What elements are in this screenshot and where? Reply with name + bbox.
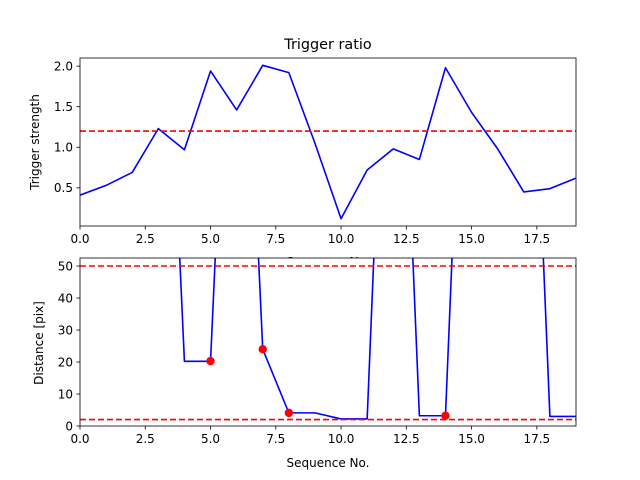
data-point-marker (284, 408, 294, 418)
x-tick-label: 17.5 (523, 232, 550, 246)
series-line (80, 64, 576, 220)
y-tick-label: 30 (58, 323, 73, 337)
chart-trigger-ratio: Trigger ratio Trigger strength Sequence … (28, 37, 577, 269)
x-tick-label: 2.5 (136, 432, 155, 446)
axes-frame (79, 257, 577, 427)
x-tick-label: 15.0 (458, 432, 485, 446)
data-point-marker (441, 411, 450, 420)
y-tick-label: 40 (58, 291, 73, 305)
y-tick-label: 50 (58, 259, 73, 273)
x-tick-label: 10.0 (328, 432, 355, 446)
y-tick-label: 10 (58, 387, 73, 401)
data-point-marker (258, 345, 267, 354)
y-tick-label: 1.0 (54, 141, 73, 155)
x-tick-label: 7.5 (266, 232, 285, 246)
y-tick-label: 0 (65, 419, 73, 433)
x-tick-label: 5.0 (201, 432, 220, 446)
x-tick-label: 0.0 (70, 432, 89, 446)
tick-group: 0.0 2.5 5.0 7.5 10.0 12.5 15.0 17.5 0 10 20 30 40 50 (58, 259, 550, 446)
x-tick-label: 5.0 (201, 232, 220, 246)
y-tick-label: 20 (58, 355, 73, 369)
tick-group: 0.0 2.5 5.0 7.5 10.0 12.5 15.0 17.5 0.5 1.0 1.5 2.0 (54, 59, 550, 246)
chart-title: Trigger ratio (283, 37, 372, 53)
x-tick-label: 12.5 (393, 432, 420, 446)
x-tick-label: 15.0 (458, 232, 485, 246)
series-line (178, 258, 576, 420)
axes-frame (80, 258, 576, 426)
plot-area (80, 64, 576, 220)
y-axis-label: Trigger strength (28, 94, 42, 191)
y-tick-label: 1.5 (54, 100, 73, 114)
data-point-marker (206, 356, 215, 366)
plot-content (80, 258, 576, 421)
axes-frame (79, 57, 577, 227)
x-tick-label: 0.0 (70, 232, 89, 246)
x-tick-label: 17.5 (523, 432, 550, 446)
x-tick-label: 2.5 (136, 232, 155, 246)
chart-distance: Distance [pix] 0.0 2.5 5.0 7.5 10.0 12.5 15.0 1… (32, 257, 577, 470)
x-axis-label: Sequence No. (287, 456, 370, 470)
x-tick-label: 7.5 (266, 432, 285, 446)
y-tick-label: 0.5 (54, 181, 73, 195)
y-axis-label: Distance [pix] (32, 301, 46, 385)
y-tick-label: 2.0 (54, 59, 73, 73)
x-tick-label: 10.0 (328, 232, 355, 246)
x-tick-label: 12.5 (393, 232, 420, 246)
